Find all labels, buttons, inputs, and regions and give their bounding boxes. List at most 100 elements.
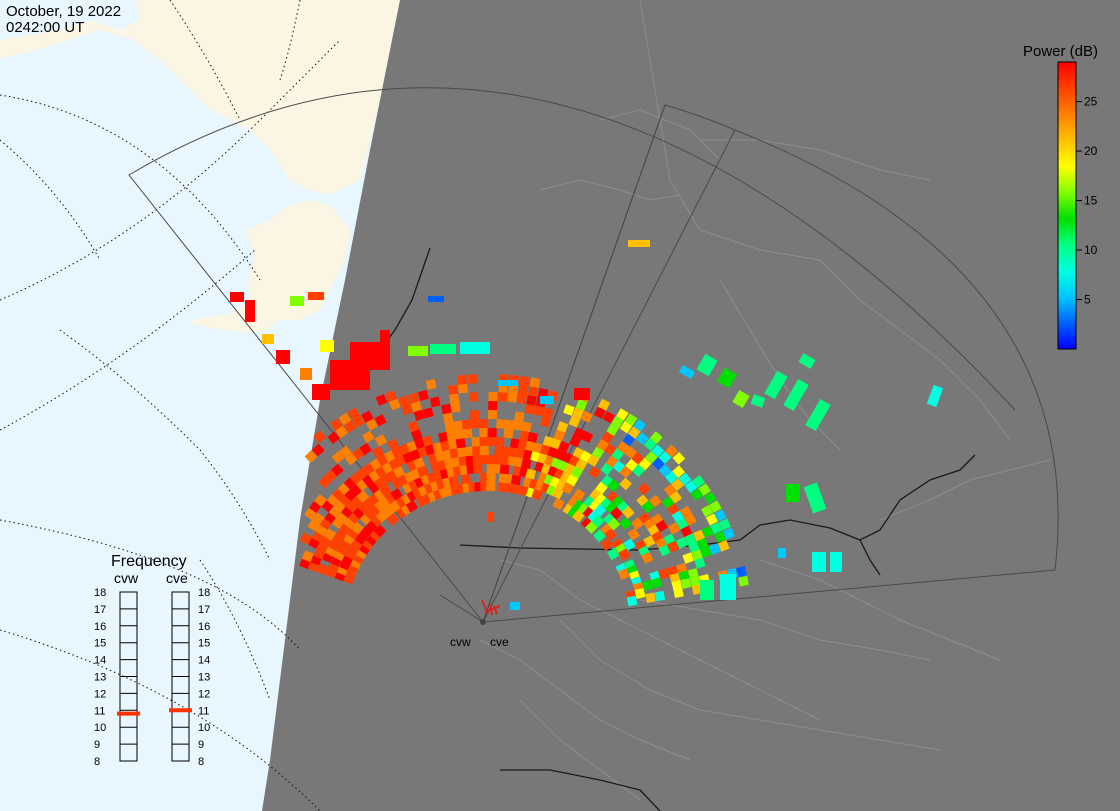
echo-cell [633, 419, 647, 432]
echo-cell [472, 446, 482, 456]
colorbar-tick-label: 20 [1084, 144, 1098, 158]
echo-cell [497, 392, 508, 402]
echo-cell [455, 438, 466, 449]
echo-cell [447, 384, 459, 395]
frequency-scale-label-left: 9 [94, 739, 100, 751]
echo-cell [649, 431, 663, 444]
echo-cell [595, 481, 608, 495]
fov-cve [482, 104, 1059, 623]
echo-cell [720, 574, 736, 600]
echo-cell [591, 446, 605, 460]
echo-cell [350, 342, 390, 370]
frequency-label-cvw: cvw [114, 570, 139, 586]
frequency-scale-label-left: 11 [94, 705, 105, 717]
echo-cell [691, 549, 703, 561]
echo-cell [678, 365, 696, 379]
frequency-scale-label-left: 14 [94, 655, 106, 667]
echo-cell [700, 546, 712, 558]
echo-cell [651, 577, 663, 589]
frequency-panel: Frequency cvw cve 18 18 17 17 16 16 15 15 14 14 13… [94, 553, 210, 768]
echo-cell [521, 421, 532, 433]
echo-cell [512, 420, 523, 431]
echo-cell [533, 405, 545, 417]
echo-cell [510, 602, 520, 610]
frequency-scale-label-right: 17 [198, 604, 210, 616]
echo-cell [374, 434, 388, 447]
echo-cell [805, 399, 831, 431]
frequency-scale-label-left: 12 [94, 688, 106, 700]
echo-cell [786, 484, 800, 502]
echo-cell [392, 465, 406, 479]
echo-cell [417, 389, 429, 401]
echo-cell [468, 392, 479, 402]
echo-cell [596, 438, 609, 452]
echo-cell [311, 443, 325, 457]
night-region [262, 0, 1120, 811]
echo-cell [414, 437, 426, 450]
echo-cell [611, 448, 624, 461]
echo-cell [428, 296, 444, 302]
echo-cell [448, 475, 460, 487]
echo-cell [338, 412, 352, 426]
echo-cell [503, 428, 514, 439]
echo-cell [714, 509, 727, 522]
echo-cell [386, 513, 400, 526]
frequency-scale-label-left: 18 [94, 587, 106, 599]
echo-cell [352, 415, 365, 428]
echo-cell [553, 429, 566, 442]
frequency-scale-label-left: 17 [94, 604, 106, 616]
echo-cell [441, 403, 452, 415]
echo-cell [723, 527, 735, 540]
echo-cell [487, 436, 497, 447]
echo-cell [714, 531, 727, 543]
echo-cell [693, 529, 705, 542]
colorbar-gradient [1057, 61, 1077, 350]
echo-cell [593, 504, 607, 517]
echo-cell [479, 445, 489, 456]
echo-cell [473, 464, 483, 474]
echo-cell [812, 552, 826, 572]
echo-cell [619, 420, 633, 434]
station-marker [480, 619, 486, 625]
echo-cell [401, 403, 414, 416]
colorbar-tick-label: 10 [1084, 243, 1098, 257]
time-label: 0242:00 UT [6, 19, 84, 36]
echo-cell [422, 407, 434, 419]
frequency-scale-label-right: 18 [198, 587, 210, 599]
echo-cell [665, 471, 678, 484]
echo-cell [627, 528, 640, 541]
echo-cell [454, 429, 465, 440]
echo-cell [622, 433, 636, 447]
echo-cell [486, 454, 497, 465]
echo-cell [467, 374, 478, 384]
echo-cell [494, 446, 504, 456]
echo-cell [510, 438, 521, 449]
echo-cell [628, 240, 650, 247]
echo-cell [636, 432, 649, 445]
echo-cell [701, 525, 714, 538]
echo-cell [616, 440, 630, 454]
echo-cell [709, 543, 721, 555]
echo-cell [617, 568, 630, 580]
echo-cell [462, 428, 473, 439]
echo-cell [675, 537, 688, 549]
echo-cell [586, 454, 600, 467]
echo-cell [926, 384, 944, 408]
echo-cell [626, 595, 638, 607]
frequency-scale-label-right: 9 [198, 739, 204, 751]
frequency-scale-label-right: 13 [198, 672, 210, 684]
echo-cell [299, 532, 312, 545]
echo-cell [374, 414, 387, 427]
echo-cell [508, 383, 519, 394]
echo-cell [638, 457, 652, 471]
echo-cell [716, 367, 738, 389]
echo-cell [529, 377, 541, 388]
echo-cell [390, 488, 403, 501]
echo-cell [525, 468, 537, 480]
echo-cell [510, 474, 522, 486]
echo-cell [447, 439, 459, 450]
echo-cell [798, 353, 816, 369]
echo-cell [488, 512, 494, 522]
echo-cell [680, 525, 693, 538]
echo-cell [684, 513, 697, 526]
